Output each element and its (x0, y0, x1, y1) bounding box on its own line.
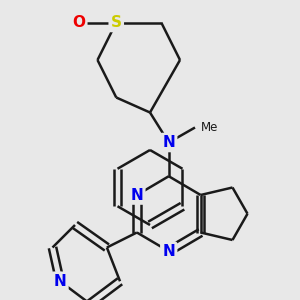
Text: S: S (111, 15, 122, 30)
Text: O: O (72, 15, 85, 30)
Text: N: N (162, 135, 175, 150)
Text: N: N (162, 244, 175, 259)
Text: N: N (130, 188, 143, 202)
Text: Me: Me (201, 121, 218, 134)
Text: N: N (54, 274, 66, 289)
